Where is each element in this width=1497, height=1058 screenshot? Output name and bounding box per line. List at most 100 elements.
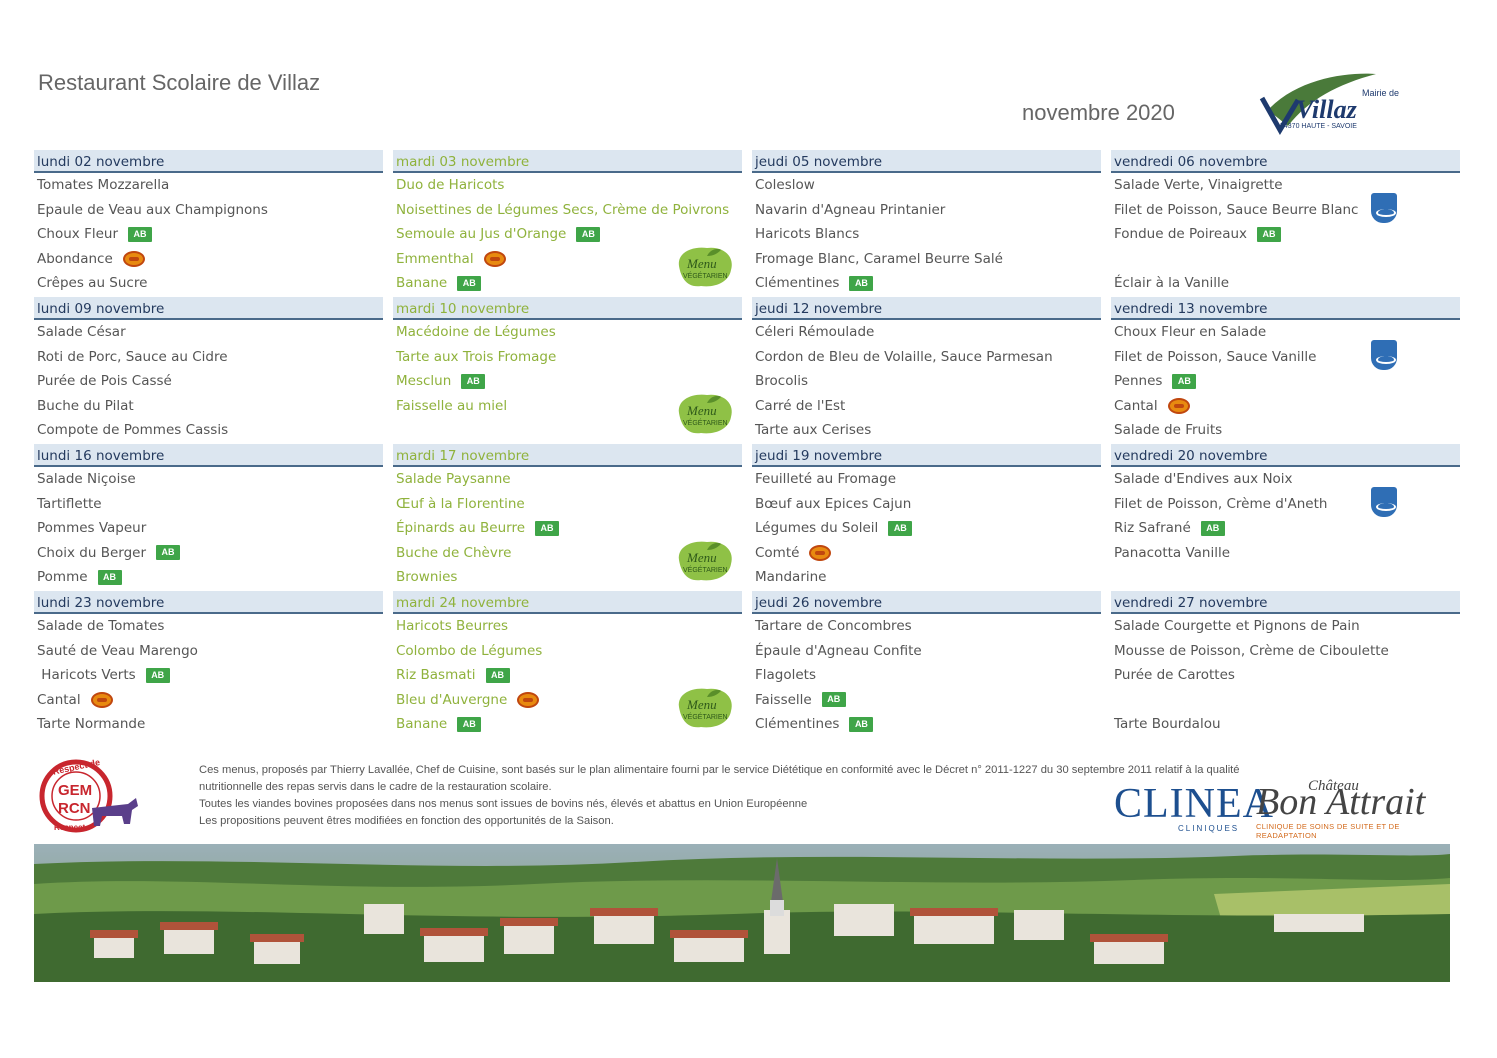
menu-item-label: Haricots Verts xyxy=(37,667,136,683)
menu-item: Purée de Carottes xyxy=(1111,663,1460,688)
day-header: vendredi 06 novembre xyxy=(1111,150,1460,173)
day-header: lundi 02 novembre xyxy=(34,150,383,173)
menu-item: Compote de Pommes Cassis xyxy=(34,418,383,443)
menu-item: Cantal xyxy=(34,688,383,713)
menu-item-label: Noisettines de Légumes Secs, Crème de Po… xyxy=(396,201,730,218)
vegetarian-menu-word: Menu xyxy=(686,550,717,565)
organic-ab-icon: AB xyxy=(1172,373,1197,389)
day-header: vendredi 13 novembre xyxy=(1111,297,1460,320)
menu-item: Céleri Rémoulade xyxy=(752,320,1101,345)
menu-day: jeudi 12 novembre Céleri Rémoulade Cordon … xyxy=(752,297,1101,444)
bon-attrait-subtitle: CLINIQUE DE SOINS DE SUITE ET DE READAPT… xyxy=(1256,822,1400,840)
menu-item: Cordon de Bleu de Volaille, Sauce Parmes… xyxy=(752,345,1101,370)
menu-item: Crêpes au Sucre xyxy=(34,271,383,296)
menu-item: Choix du Berger AB xyxy=(34,541,383,566)
menu-item-label: Bleu d'Auvergne xyxy=(396,691,508,708)
menu-item-label: Filet de Poisson, Sauce Beurre Blanc xyxy=(1114,201,1359,218)
organic-ab-icon: AB xyxy=(576,226,601,242)
menu-item: Fondue de Poireaux AB xyxy=(1111,222,1460,247)
menu-item: Éclair à la Vanille xyxy=(1111,271,1460,296)
aop-label-icon xyxy=(809,544,832,561)
menu-item-label: Salade d'Endives aux Noix xyxy=(1114,471,1293,487)
menu-item: Coleslow xyxy=(752,173,1101,198)
menu-item-label: Feuilleté au Fromage xyxy=(755,471,897,487)
menu-item-label: Purée de Pois Cassé xyxy=(37,373,172,389)
organic-ab-icon: AB xyxy=(156,545,180,560)
menu-item-label: Duo de Haricots xyxy=(396,177,505,193)
menu-month: novembre 2020 xyxy=(1022,100,1175,125)
menu-item-label: Banane xyxy=(396,716,448,732)
menu-item: Buche de Chèvre xyxy=(393,541,742,566)
organic-ab-icon: AB xyxy=(1257,226,1282,242)
day-header: jeudi 19 novembre xyxy=(752,444,1101,467)
menu-item-label: Salade de Fruits xyxy=(1114,422,1223,438)
menu-item-label: Crêpes au Sucre xyxy=(37,275,148,291)
msc-sustainable-fishing-icon xyxy=(1371,340,1397,370)
day-header: jeudi 26 novembre xyxy=(752,591,1101,614)
menu-item-label: Purée de Carottes xyxy=(1114,667,1235,683)
menu-item: Flagolets xyxy=(752,663,1101,688)
vegetarian-label: VÉGÉTARIEN xyxy=(683,712,728,721)
day-header: lundi 23 novembre xyxy=(34,591,383,614)
menu-item-label: Salade de Tomates xyxy=(37,618,165,634)
menu-item: Mesclun AB xyxy=(393,369,742,394)
menu-item: Semoule au Jus d'Orange AB xyxy=(393,222,742,247)
menu-item-label: Macédoine de Légumes xyxy=(396,324,556,340)
menu-item-label: Filet de Poisson, Sauce Vanille xyxy=(1114,348,1317,365)
menu-item-label: Cantal xyxy=(37,691,81,708)
organic-ab-icon: AB xyxy=(535,520,560,536)
menu-item-label: Choux Fleur en Salade xyxy=(1114,324,1267,340)
menu-item-label: Comté xyxy=(755,544,800,561)
menu-day: jeudi 26 novembre Tartare de Concombres Ép… xyxy=(752,591,1101,738)
organic-ab-icon: AB xyxy=(457,716,482,732)
menu-item: Haricots Beurres xyxy=(393,614,742,639)
menu-item: Cantal xyxy=(1111,394,1460,419)
menu-item: Bœuf aux Epices Cajun xyxy=(752,492,1101,517)
vegetarian-menu-word: Menu xyxy=(686,697,717,712)
menu-item: Abondance xyxy=(34,247,383,272)
menu-item: Pennes AB xyxy=(1111,369,1460,394)
village-landscape-photo xyxy=(34,844,1450,982)
menu-item: Brocolis xyxy=(752,369,1101,394)
menu-item: Mousse de Poisson, Crème de Ciboulette xyxy=(1111,639,1460,664)
menu-item: Tarte Bourdalou xyxy=(1111,712,1460,737)
menu-item: Tarte aux Cerises xyxy=(752,418,1101,443)
menu-item: Bleu d'Auvergne xyxy=(393,688,742,713)
menu-item-label: Épaule d'Agneau Confite xyxy=(755,642,922,659)
menu-item: Salade d'Endives aux Noix xyxy=(1111,467,1460,492)
menu-item-label: Céleri Rémoulade xyxy=(755,324,875,340)
menu-item-label: Mesclun xyxy=(396,373,452,389)
organic-ab-icon: AB xyxy=(485,667,510,683)
menu-item-label: Tarte aux Cerises xyxy=(755,422,872,438)
menu-item-label: Fromage Blanc, Caramel Beurre Salé xyxy=(755,250,1003,267)
footer-notes: Ces menus, proposés par Thierry Lavallée… xyxy=(199,762,1240,830)
vegetarian-menu-word: Menu xyxy=(686,403,717,418)
organic-ab-icon: AB xyxy=(849,716,874,732)
menu-item: Emmenthal xyxy=(393,247,742,272)
svg-text:Mairie de: Mairie de xyxy=(1362,88,1399,98)
menu-item: Choux Fleur AB xyxy=(34,222,383,247)
page-title: Restaurant Scolaire de Villaz xyxy=(38,70,321,95)
menu-item-label: Salade Niçoise xyxy=(37,471,136,487)
menu-item: Feuilleté au Fromage xyxy=(752,467,1101,492)
organic-ab-icon: AB xyxy=(97,569,122,585)
menu-item: Salade Niçoise xyxy=(34,467,383,492)
menu-item: Banane AB xyxy=(393,712,742,737)
menu-item: Mandarine xyxy=(752,565,1101,590)
menu-item-label: Pommes Vapeur xyxy=(37,520,147,536)
menu-item: Haricots Blancs xyxy=(752,222,1101,247)
menu-item-label: Tarte Bourdalou xyxy=(1114,716,1221,732)
menu-item: Salade de Tomates xyxy=(34,614,383,639)
organic-ab-icon: AB xyxy=(849,275,874,291)
menu-item: Purée de Pois Cassé xyxy=(34,369,383,394)
menu-item: Tarte Normande xyxy=(34,712,383,737)
clinea-logo: CLINEA CLINIQUES xyxy=(1114,783,1274,833)
menu-item-label: Faisselle xyxy=(755,691,812,708)
menu-item-label: Clémentines xyxy=(755,275,840,291)
menu-day: vendredi 06 novembre Salade Verte, Vinaig… xyxy=(1111,150,1460,297)
organic-ab-icon: AB xyxy=(128,226,153,242)
menu-item-label: Choix du Berger xyxy=(37,544,146,561)
aop-label-icon xyxy=(517,691,540,708)
